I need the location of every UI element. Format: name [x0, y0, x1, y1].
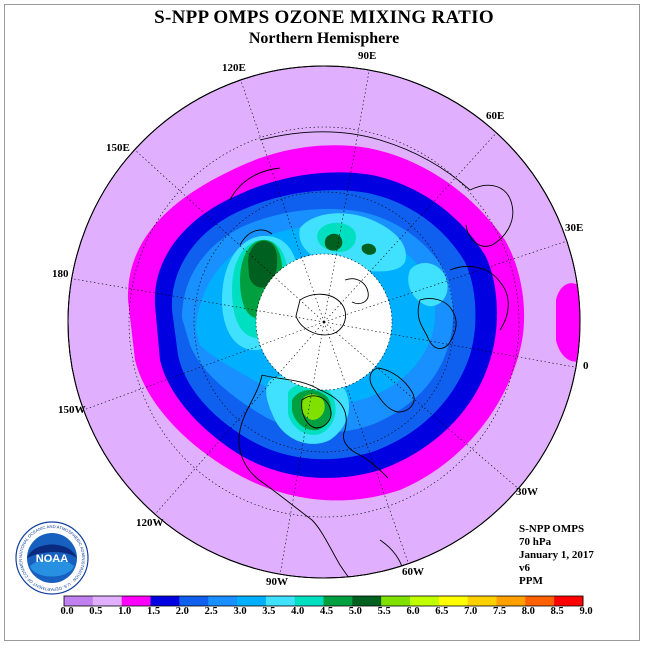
- lon-label-30e: 30E: [565, 222, 584, 234]
- colorbar-swatch: [92, 596, 123, 606]
- contour-band-5-0-north: [324, 233, 343, 251]
- map-title: S-NPP OMPS OZONE MIXING RATIO: [154, 7, 494, 28]
- colorbar-tick-label: 5.5: [377, 606, 391, 617]
- lon-label-120e: 120E: [222, 62, 246, 74]
- colorbar-swatch: [438, 596, 469, 606]
- colorbar-tick-label: 2.0: [175, 606, 189, 617]
- contour-band-1-0-east: [556, 283, 580, 362]
- colorbar-swatch: [467, 596, 497, 606]
- info-version: v6: [519, 562, 530, 574]
- lon-label-150e: 150E: [106, 142, 130, 154]
- lon-label-30w: 30W: [516, 486, 538, 498]
- lon-label-90w: 90W: [266, 576, 288, 588]
- colorbar-border: [63, 595, 584, 607]
- info-block: S-NPP OMPS 70 hPa January 1, 2017 v6 PPM: [519, 523, 594, 588]
- colorbar-swatch: [64, 596, 94, 606]
- colorbar-tick-label: 0.5: [89, 606, 103, 617]
- colorbar-tick-label: 2.5: [204, 606, 218, 617]
- colorbar-swatch: [208, 596, 238, 606]
- colorbar-tick-label: 8.0: [521, 606, 535, 617]
- lon-label-60w: 60W: [402, 566, 424, 578]
- colorbar-swatch: [352, 596, 382, 606]
- noaa-logo-text: NOAA: [36, 553, 68, 565]
- colorbar-tick-label: 4.0: [291, 606, 305, 617]
- colorbar-tick-label: 6.5: [435, 606, 449, 617]
- colorbar-swatch: [381, 596, 411, 606]
- colorbar-tick-label: 3.0: [233, 606, 247, 617]
- map-subtitle: Northern Hemisphere: [248, 30, 400, 47]
- lon-label-120w: 120W: [136, 517, 164, 529]
- info-units: PPM: [519, 575, 543, 587]
- disk-border: [67, 65, 581, 579]
- colorbar-swatch: [323, 596, 353, 606]
- lon-label-150w: 150W: [58, 404, 86, 416]
- contour-band-5-0-north2: [361, 243, 377, 255]
- lon-label-0: 0: [583, 360, 589, 372]
- colorbar-swatch: [237, 596, 267, 606]
- colorbar-swatch: [525, 596, 555, 606]
- coastlines: [229, 131, 514, 578]
- colorbar-swatch: [294, 596, 324, 606]
- colorbar-swatch: [496, 596, 526, 606]
- lon-label-90e: 90E: [358, 50, 377, 62]
- ozone-contours: [127, 145, 580, 501]
- colorbar-tick-label: 1.0: [118, 606, 132, 617]
- info-date: January 1, 2017: [519, 549, 594, 561]
- colorbar-swatch: [179, 596, 209, 606]
- contour-band-5-5-america: [301, 394, 325, 420]
- colorbar-swatch: [265, 596, 296, 606]
- colorbar-swatch: [150, 596, 180, 606]
- colorbar-tick-label: 8.5: [550, 606, 564, 617]
- colorbar-tick-label: 4.5: [319, 606, 334, 617]
- colorbar-tick-label: 9.0: [579, 606, 593, 617]
- colorbar-tick-label: 1.5: [146, 606, 161, 617]
- colorbar-labels: 0.0 0.5 1.0 1.5 2.0 2.5 3.0 3.5 4.0 4.5 5.0 5.5 6.0 6…: [0, 606, 648, 620]
- contour-band-5-0-west: [248, 240, 278, 288]
- contour-band-3-5-europe: [408, 263, 448, 307]
- colorbar-tick-label: 0.0: [60, 606, 74, 617]
- colorbar-swatch: [121, 596, 151, 606]
- colorbar-tick-label: 5.0: [348, 606, 362, 617]
- colorbar-tick-label: 6.0: [406, 606, 420, 617]
- noaa-logo: NOAA NATIONAL OCEANIC AND ATMOSPHERIC AD…: [14, 520, 89, 595]
- info-instrument: S-NPP OMPS: [519, 523, 585, 535]
- colorbar-tick-label: 7.5: [492, 606, 507, 617]
- lon-label-180: 180: [52, 268, 69, 280]
- colorbar: [63, 595, 584, 607]
- colorbar-swatch: [554, 596, 584, 606]
- image-frame: [4, 4, 640, 641]
- lat-lon-grid: [68, 66, 580, 576]
- lon-label-60e: 60E: [486, 110, 505, 122]
- colorbar-tick-label: 7.0: [464, 606, 478, 617]
- colorbar-tick-label: 3.5: [262, 606, 276, 617]
- colorbar-swatch: [410, 596, 440, 606]
- info-level: 70 hPa: [519, 536, 552, 548]
